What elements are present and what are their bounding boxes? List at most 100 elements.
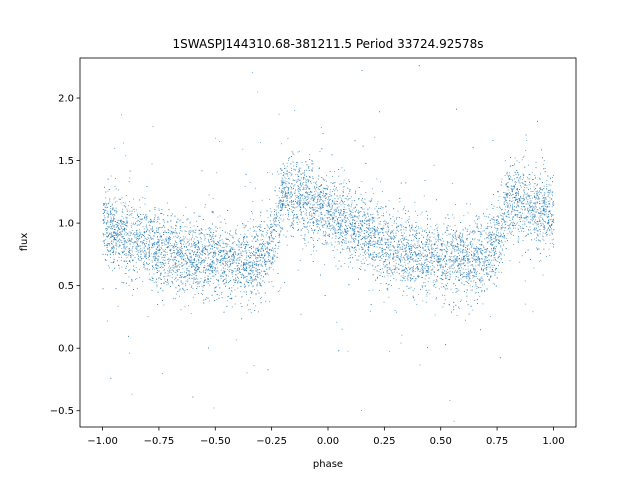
data-point xyxy=(543,228,545,230)
data-point xyxy=(267,217,269,218)
data-point xyxy=(521,197,523,199)
data-point xyxy=(299,260,301,261)
data-point xyxy=(488,259,490,261)
data-point xyxy=(139,218,141,220)
data-point xyxy=(192,259,194,261)
data-point xyxy=(367,214,369,215)
data-point xyxy=(421,267,423,269)
data-point xyxy=(518,225,520,226)
data-point xyxy=(433,251,435,253)
data-point xyxy=(544,208,546,209)
data-point xyxy=(141,233,143,235)
data-point xyxy=(503,221,505,223)
data-point xyxy=(106,230,108,231)
data-point xyxy=(322,205,323,207)
data-point xyxy=(196,265,198,267)
data-point xyxy=(164,276,166,277)
data-point xyxy=(352,219,354,221)
data-point xyxy=(247,255,249,257)
data-point xyxy=(291,224,293,226)
data-point xyxy=(426,264,428,266)
data-point xyxy=(309,188,311,189)
data-point xyxy=(303,182,305,183)
data-point xyxy=(303,218,305,220)
data-point xyxy=(209,229,210,231)
data-point xyxy=(322,178,324,180)
data-point xyxy=(224,219,226,220)
data-point xyxy=(473,253,475,255)
data-point xyxy=(136,278,138,279)
data-point xyxy=(334,182,336,183)
data-point xyxy=(396,217,398,218)
data-point xyxy=(444,244,446,246)
data-point xyxy=(173,298,175,299)
data-point xyxy=(532,197,534,199)
data-point xyxy=(103,222,105,224)
data-point xyxy=(306,228,308,230)
data-point xyxy=(464,241,466,243)
data-point xyxy=(488,238,490,240)
data-point xyxy=(129,214,131,215)
data-point xyxy=(294,198,296,200)
data-point xyxy=(168,261,170,262)
data-point xyxy=(113,239,115,241)
data-point xyxy=(180,277,182,278)
data-point xyxy=(144,250,145,251)
data-point xyxy=(126,208,128,210)
data-point xyxy=(534,238,535,240)
data-point xyxy=(198,215,200,217)
data-point xyxy=(422,252,424,254)
data-point xyxy=(298,168,300,170)
data-point xyxy=(377,240,378,241)
data-point xyxy=(457,258,459,260)
data-point xyxy=(293,153,295,155)
data-point xyxy=(513,210,515,211)
data-point xyxy=(311,207,313,208)
data-point xyxy=(120,239,121,241)
data-point xyxy=(499,232,501,234)
data-point xyxy=(349,251,351,253)
data-point xyxy=(222,241,224,243)
data-point xyxy=(483,230,485,232)
data-point xyxy=(160,287,162,289)
data-point xyxy=(504,213,506,215)
data-point xyxy=(114,210,116,212)
data-point xyxy=(167,273,169,275)
data-point xyxy=(335,211,337,213)
data-point xyxy=(438,239,440,240)
data-point xyxy=(505,206,507,208)
data-point xyxy=(162,249,164,251)
data-point xyxy=(225,239,227,240)
data-point xyxy=(306,203,308,205)
data-point xyxy=(154,215,156,217)
data-point xyxy=(527,222,529,224)
data-point xyxy=(254,273,256,275)
data-point xyxy=(131,213,133,214)
data-point xyxy=(150,239,152,240)
data-point xyxy=(306,180,308,181)
data-point xyxy=(419,250,421,252)
data-point xyxy=(323,196,325,198)
data-point xyxy=(407,273,409,275)
data-point xyxy=(455,259,457,261)
data-point xyxy=(188,245,190,246)
data-point xyxy=(529,213,531,215)
data-point xyxy=(353,228,355,230)
data-point xyxy=(366,238,368,239)
data-point xyxy=(353,225,355,227)
data-point xyxy=(546,213,548,215)
data-point xyxy=(527,196,529,197)
data-point xyxy=(346,217,348,219)
data-point xyxy=(204,266,206,268)
data-point xyxy=(504,201,506,202)
data-point xyxy=(289,172,291,174)
data-point xyxy=(136,239,137,241)
data-point xyxy=(113,250,115,252)
data-point xyxy=(543,205,545,207)
data-point xyxy=(157,218,159,220)
data-point xyxy=(128,241,130,243)
data-point xyxy=(376,211,378,213)
data-point xyxy=(316,202,318,203)
data-point xyxy=(139,206,141,208)
data-point xyxy=(546,256,547,257)
